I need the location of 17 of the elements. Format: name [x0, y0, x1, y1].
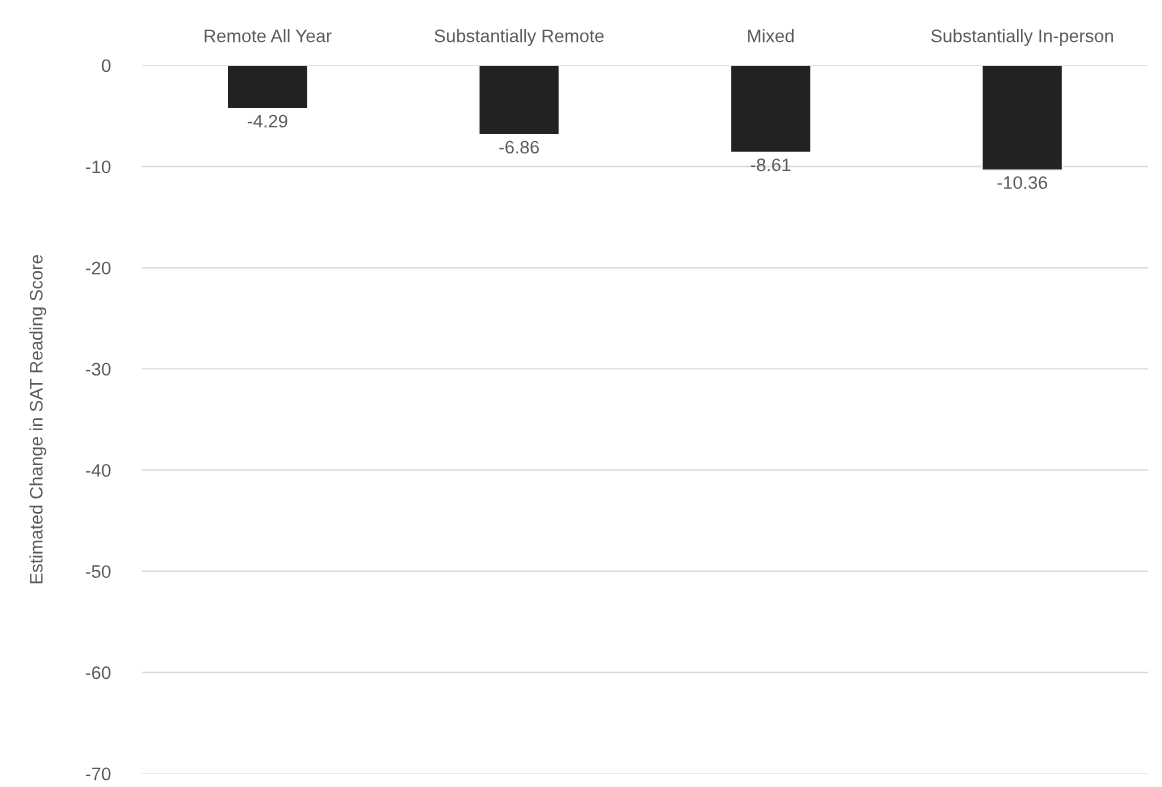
- y-tick-label: -60: [85, 666, 111, 680]
- data-label: -8.61: [750, 158, 791, 172]
- data-label: -4.29: [247, 114, 288, 128]
- x-tick-label: Substantially Remote: [434, 29, 604, 46]
- y-tick-label: -50: [85, 565, 111, 578]
- x-tick-label: Remote All Year: [204, 29, 332, 43]
- y-tick-label: -30: [85, 362, 111, 376]
- y-tick-label: -10: [85, 160, 111, 174]
- y-axis-title: Estimated Change in SAT Reading Score: [29, 254, 47, 584]
- y-tick-label: -40: [85, 464, 111, 477]
- y-tick-label: -20: [85, 261, 111, 275]
- y-tick-label: -70: [85, 767, 111, 781]
- y-tick-label: 0: [101, 59, 111, 73]
- data-label: -6.86: [499, 140, 539, 154]
- x-tick-label: Mixed: [748, 29, 794, 43]
- x-tick-label: Substantially In-person: [931, 29, 1113, 46]
- data-label: -10.36: [997, 176, 1048, 189]
